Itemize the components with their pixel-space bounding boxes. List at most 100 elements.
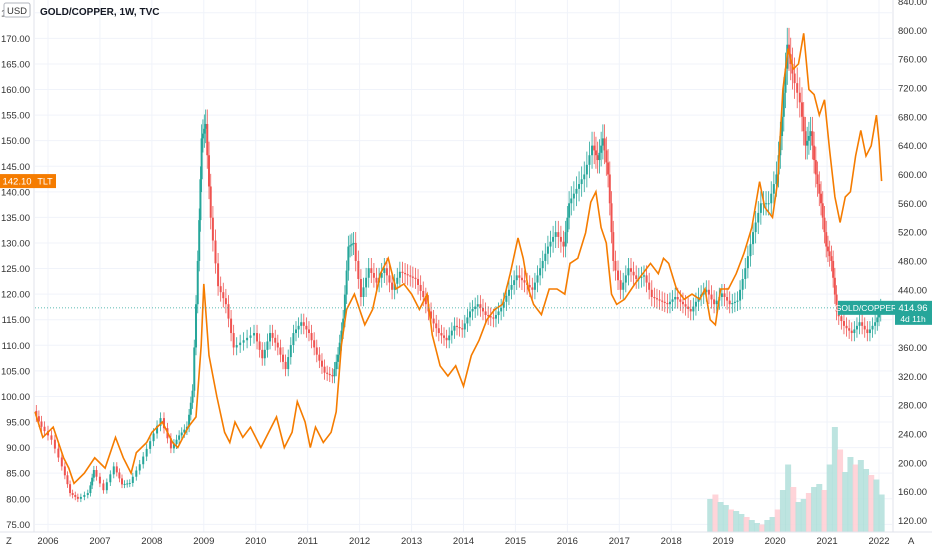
candle-body	[471, 309, 474, 312]
bar-countdown: 4d 11h	[900, 314, 926, 324]
x-tick-label: 2011	[297, 536, 317, 547]
candle-body	[614, 260, 617, 271]
candle-body	[583, 174, 586, 180]
candle-body	[607, 162, 610, 175]
candle-body	[404, 272, 407, 275]
candle-body	[320, 360, 323, 367]
candle-body	[105, 482, 108, 491]
volume-bar	[743, 517, 750, 532]
candle-body	[466, 317, 469, 324]
candle-body	[95, 470, 98, 477]
candle-body	[276, 342, 279, 348]
candle-body	[515, 275, 518, 281]
candle-body	[131, 476, 134, 483]
candle-body	[53, 439, 56, 449]
right-tick-label: 840.00	[898, 0, 927, 8]
candle-body	[557, 232, 560, 237]
candle-body	[853, 329, 856, 334]
x-tick-label: 2010	[245, 536, 266, 547]
candle-body	[419, 284, 422, 291]
x-axis-ticks[interactable]: 2006 2007 2008 2009 2010 2011 2012 2013 2014 2015…	[37, 536, 889, 547]
candle-body	[343, 294, 346, 319]
volume-bar	[764, 520, 771, 532]
candle-body	[632, 271, 635, 276]
candle-body	[476, 304, 479, 307]
volume-bar	[707, 499, 714, 532]
candle-body	[128, 482, 131, 484]
candle-body	[474, 306, 477, 310]
candle-body	[269, 333, 272, 342]
candle-body	[572, 193, 575, 199]
candle-body	[630, 268, 633, 272]
auto-scale-corner-label[interactable]: A	[908, 536, 915, 547]
candle-body	[335, 361, 338, 370]
candle-body	[57, 448, 60, 458]
left-tick-label: 130.00	[1, 238, 30, 249]
candle-body	[861, 322, 864, 326]
candle-body	[214, 240, 217, 264]
symbol-title[interactable]: GOLD/COPPER, 1W, TVC	[40, 7, 159, 18]
candle-body	[876, 317, 879, 323]
volume-bar	[800, 499, 807, 532]
candle-body	[391, 282, 394, 290]
candle-body	[50, 435, 53, 440]
x-tick-label: 2017	[609, 536, 630, 547]
candle-body	[224, 298, 227, 305]
candle-body	[612, 232, 615, 261]
candle-body	[713, 299, 716, 305]
candle-body	[380, 272, 383, 278]
candle-body	[765, 203, 768, 205]
candle-body	[793, 73, 796, 84]
candle-body	[568, 203, 571, 218]
candle-body	[502, 301, 505, 308]
x-tick-label: 2012	[349, 536, 370, 547]
candle-body	[578, 184, 581, 189]
candle-body	[89, 485, 92, 494]
candle-body	[92, 470, 95, 478]
candle-body	[263, 349, 266, 359]
candle-body	[352, 242, 355, 245]
candle-body	[253, 333, 256, 336]
candle-body	[318, 354, 321, 361]
volume-bar	[774, 509, 781, 532]
candle-body	[830, 256, 833, 261]
currency-badge[interactable]: USD	[3, 2, 31, 18]
candle-body	[274, 337, 277, 343]
candle-body	[523, 280, 526, 283]
candle-body	[440, 333, 443, 336]
timezone-corner-label[interactable]: Z	[6, 536, 12, 547]
volume-bar	[847, 457, 854, 532]
right-axis-ticks[interactable]: 120.00 160.00 200.00 240.00 280.00 320.00 360.…	[898, 0, 927, 527]
candle-body	[422, 290, 425, 297]
candle-body	[450, 330, 453, 336]
left-tick-label: 80.00	[6, 494, 30, 505]
candle-body	[813, 145, 816, 161]
candle-body	[195, 304, 198, 348]
candle-body	[463, 323, 466, 330]
candle-body	[814, 160, 817, 175]
candle-body	[175, 439, 178, 445]
candle-body	[287, 357, 290, 370]
candle-body	[159, 418, 162, 426]
left-axis-ticks[interactable]: 75.00 80.00 85.00 90.00 95.00 100.00 105.00 110…	[1, 8, 30, 531]
candle-body	[549, 241, 552, 247]
candle-body	[833, 277, 836, 295]
x-tick-label: 2016	[557, 536, 578, 547]
candle-body	[739, 289, 742, 301]
candle-body	[605, 150, 608, 163]
candle-body	[294, 329, 297, 334]
volume-bar	[759, 524, 766, 532]
right-tick-label: 520.00	[898, 228, 927, 239]
candle-body	[617, 270, 620, 281]
volume-bar	[738, 514, 745, 532]
candle-body	[603, 138, 606, 151]
volume-bar	[837, 449, 844, 532]
candle-body	[203, 128, 206, 134]
candle-body	[702, 292, 705, 295]
candle-body	[370, 268, 373, 273]
candle-body	[676, 296, 679, 300]
candle-body	[292, 333, 295, 346]
